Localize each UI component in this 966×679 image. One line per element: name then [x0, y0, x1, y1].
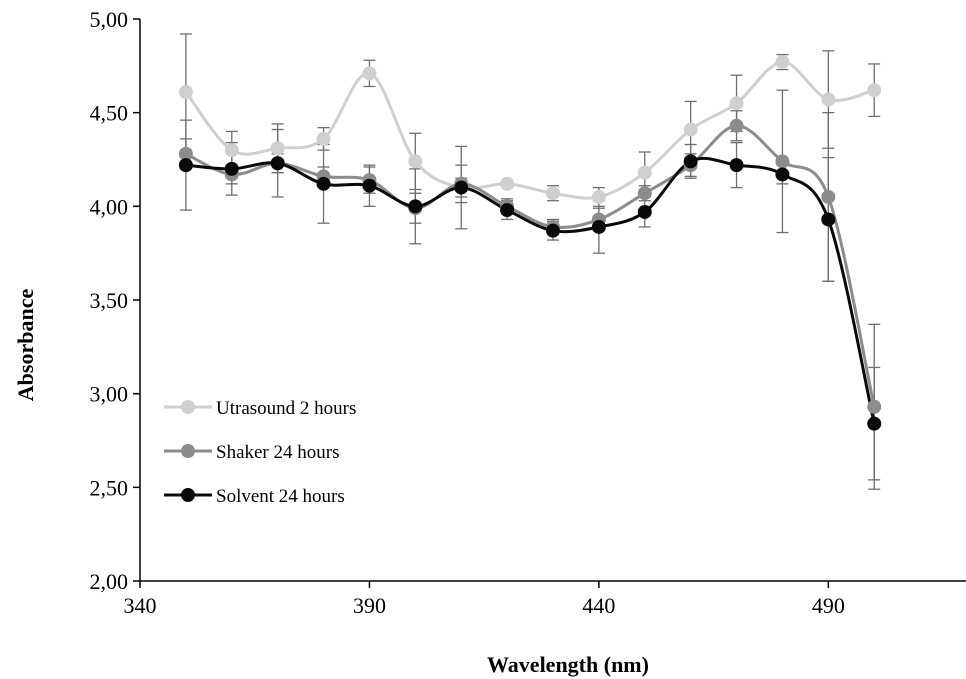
data-point-solvent	[408, 199, 423, 214]
data-point-ultrasound	[362, 66, 377, 81]
x-tick-label: 390	[353, 593, 386, 618]
data-point-ultrasound	[683, 122, 698, 137]
legend-label-solvent: Solvent 24 hours	[216, 486, 345, 507]
series-markers	[178, 55, 882, 431]
series-lines	[184, 60, 876, 424]
data-point-shaker	[729, 118, 744, 133]
data-point-ultrasound	[546, 186, 560, 201]
data-point-ultrasound	[591, 189, 606, 204]
data-point-ultrasound	[867, 83, 882, 98]
data-point-ultrasound	[729, 96, 744, 111]
legend-label-ultrasound: Utrasound 2 hours	[216, 398, 356, 419]
data-point-solvent	[683, 154, 698, 169]
legend-marker-solvent	[181, 488, 195, 502]
data-point-solvent	[362, 178, 377, 193]
x-tick-label: 440	[582, 593, 615, 618]
y-axis-title: Absorbance	[13, 289, 38, 402]
data-point-solvent	[316, 176, 331, 191]
legend-label-shaker: Shaker 24 hours	[216, 442, 339, 463]
y-tick-label: 3,50	[90, 288, 129, 313]
data-point-ultrasound	[270, 141, 285, 156]
legend-item-shaker: Shaker 24 hours	[164, 442, 339, 463]
legend-item-solvent: Solvent 24 hours	[164, 486, 345, 507]
tick-labels: 2,00 2,50 3,00 3,50 4,00 4,50 5,00 340 390 440 490	[90, 7, 845, 618]
data-point-ultrasound	[821, 92, 836, 107]
data-point-ultrasound	[178, 85, 193, 100]
data-point-solvent	[821, 212, 836, 227]
series-line-solvent	[185, 156, 876, 424]
data-point-solvent	[729, 158, 744, 173]
x-tick-label: 340	[124, 593, 157, 618]
data-point-ultrasound	[637, 165, 652, 180]
y-tick-label: 3,00	[90, 382, 129, 407]
data-point-solvent	[591, 219, 606, 234]
data-point-solvent	[867, 416, 882, 431]
data-point-ultrasound	[316, 131, 331, 146]
data-point-solvent	[454, 180, 469, 195]
y-tick-label: 5,00	[90, 7, 129, 32]
series-line-ultrasound	[184, 60, 875, 200]
y-tick-label: 2,50	[90, 475, 129, 500]
data-point-shaker	[867, 399, 882, 414]
data-point-shaker	[821, 189, 836, 204]
error-bars	[179, 33, 881, 490]
data-point-solvent	[775, 167, 790, 182]
legend-item-ultrasound: Utrasound 2 hours	[164, 398, 356, 419]
data-point-shaker	[775, 154, 790, 169]
y-tick-label: 2,00	[90, 569, 129, 594]
data-point-ultrasound	[408, 154, 423, 169]
y-tick-label: 4,00	[90, 194, 129, 219]
data-point-solvent	[637, 204, 652, 219]
data-point-solvent	[270, 156, 285, 171]
legend-marker-shaker	[181, 444, 195, 458]
axes	[133, 18, 966, 588]
data-point-shaker	[637, 186, 652, 201]
data-point-solvent	[546, 223, 560, 238]
legend-marker-ultrasound	[181, 400, 195, 414]
data-point-solvent	[178, 158, 193, 173]
legend: Utrasound 2 hours Shaker 24 hours Solven…	[164, 398, 356, 507]
data-point-solvent	[500, 203, 515, 218]
data-point-ultrasound	[775, 55, 790, 70]
data-point-ultrasound	[500, 176, 515, 191]
data-point-ultrasound	[224, 143, 239, 158]
x-tick-label: 490	[812, 593, 845, 618]
y-tick-label: 4,50	[90, 101, 129, 126]
data-point-solvent	[224, 161, 239, 176]
x-axis-title: Wavelength (nm)	[487, 652, 649, 677]
